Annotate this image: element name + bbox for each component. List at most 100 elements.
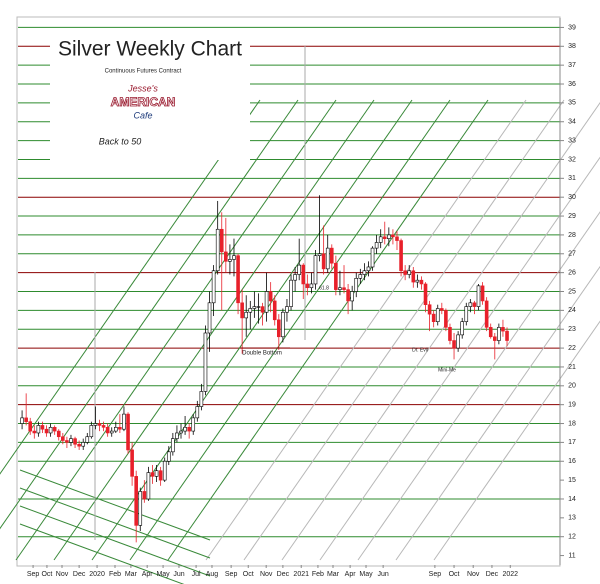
- x-tick-label: May: [156, 571, 170, 578]
- candle-body: [472, 302, 477, 307]
- candle-body: [48, 427, 53, 434]
- candle-body: [301, 264, 306, 285]
- candle-body: [317, 253, 322, 256]
- candle-body: [224, 251, 228, 262]
- candle-body: [81, 442, 86, 447]
- candle-body: [378, 236, 383, 243]
- y-tick-label: 30: [568, 194, 576, 201]
- candle-body: [305, 283, 310, 289]
- candle-body: [387, 234, 391, 239]
- x-tick-label: Oct: [243, 571, 254, 578]
- trend-line: [433, 320, 600, 561]
- candle-body: [440, 308, 444, 311]
- candle-body: [297, 264, 301, 275]
- candle-body: [407, 270, 412, 275]
- y-tick-label: 28: [568, 232, 576, 239]
- candle-body: [334, 262, 338, 290]
- candle-body: [260, 306, 265, 313]
- x-tick-label: Feb: [312, 571, 324, 578]
- candle-body: [171, 438, 175, 453]
- candle-body: [452, 340, 456, 349]
- trend-line: [0, 99, 261, 475]
- candle-body: [403, 270, 407, 275]
- candle-body: [456, 334, 460, 349]
- x-tick-label: 2020: [89, 571, 105, 578]
- candle-body: [36, 425, 41, 434]
- candle-body: [101, 425, 106, 428]
- x-tick-label: Nov: [467, 571, 480, 578]
- candle-body: [118, 427, 122, 430]
- x-tick-label: Oct: [449, 571, 460, 578]
- candle-body: [191, 417, 196, 432]
- y-tick-label: 36: [568, 81, 576, 88]
- candle-body: [77, 443, 81, 447]
- candle-body: [134, 476, 138, 526]
- y-tick-label: 37: [568, 62, 576, 69]
- y-tick-label: 17: [568, 439, 576, 446]
- x-tick-label: Oct: [41, 571, 52, 578]
- candle-body: [366, 266, 371, 272]
- y-tick-label: 25: [568, 288, 576, 295]
- trend-line: [357, 211, 600, 561]
- candle-body: [146, 472, 151, 500]
- x-tick-label: May: [359, 571, 373, 578]
- trend-line: [319, 156, 600, 561]
- title-box: [50, 30, 250, 160]
- x-tick-label: Jul: [192, 571, 201, 578]
- candle-body: [281, 311, 285, 338]
- candle-body: [166, 451, 171, 462]
- tagline: Back to 50: [99, 136, 142, 146]
- candle-body: [122, 413, 126, 430]
- candle-body: [480, 285, 485, 302]
- candle-body: [411, 270, 416, 283]
- trend-line: [19, 505, 211, 577]
- candle-body: [325, 247, 330, 270]
- candle-body: [40, 425, 45, 430]
- x-tick-label: Dec: [486, 571, 499, 578]
- candles: [20, 195, 509, 543]
- candle-body: [362, 270, 367, 275]
- candle-body: [183, 427, 187, 432]
- candle-body: [150, 472, 155, 477]
- trend-line: [167, 99, 489, 561]
- candle-body: [126, 413, 130, 451]
- y-tick-label: 12: [568, 534, 576, 541]
- candle-body: [444, 310, 448, 328]
- trend-line: [281, 101, 600, 561]
- x-tick-label: Dec: [277, 571, 290, 578]
- logo-text: AMERICAN: [111, 95, 176, 109]
- candle-body: [497, 327, 501, 341]
- y-tick-label: 33: [568, 137, 576, 144]
- candle-body: [464, 306, 469, 322]
- chart-subtitle: Continuous Futures Contract: [105, 69, 182, 75]
- y-tick-label: 34: [568, 119, 576, 126]
- candle-body: [431, 313, 436, 322]
- y-tick-label: 31: [568, 175, 576, 182]
- candle-body: [346, 289, 350, 302]
- candle-body: [93, 423, 98, 426]
- candle-body: [313, 255, 318, 285]
- levels: [18, 26, 560, 538]
- candle-body: [272, 300, 277, 321]
- x-tick-label: Sep: [429, 571, 442, 578]
- annotation: Dr. Evil: [412, 347, 428, 353]
- annotation: Mini-Me: [438, 367, 456, 373]
- x-tick-label: Mar: [125, 571, 138, 578]
- candle-body: [505, 330, 509, 341]
- y-tick-label: 24: [568, 307, 576, 314]
- candle-body: [248, 308, 253, 313]
- y-tick-label: 26: [568, 269, 576, 276]
- candle-body: [488, 327, 493, 338]
- annotation: 61.8: [319, 285, 329, 291]
- candle-body: [460, 321, 464, 336]
- candle-body: [448, 327, 452, 341]
- candle-body: [130, 449, 134, 477]
- y-tick-label: 21: [568, 364, 576, 371]
- candle-body: [89, 425, 94, 438]
- y-tick-label: 38: [568, 43, 576, 50]
- annotation: Double Bottom: [242, 351, 282, 357]
- candle-body: [32, 430, 37, 434]
- axes: 1112131415161718192021222324252627282930…: [27, 18, 576, 578]
- x-tick-label: Dec: [73, 571, 86, 578]
- candle-body: [427, 304, 432, 315]
